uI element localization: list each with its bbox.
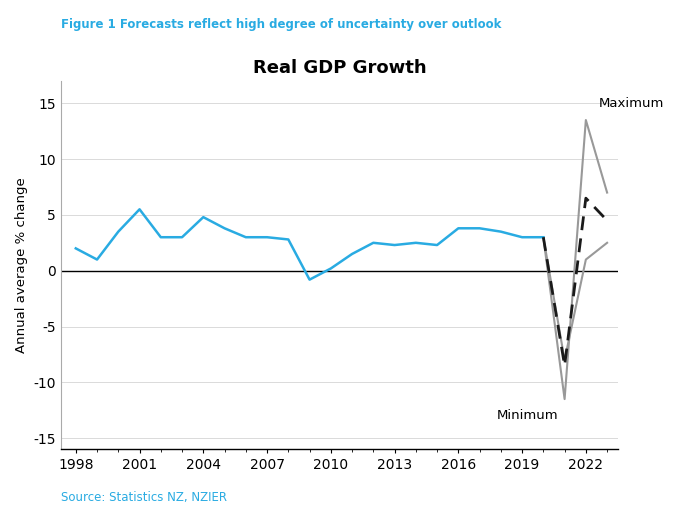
Text: Maximum: Maximum [598, 97, 664, 110]
Y-axis label: Annual average % change: Annual average % change [15, 177, 28, 353]
Text: Minimum: Minimum [496, 409, 558, 422]
Title: Real GDP Growth: Real GDP Growth [252, 58, 426, 76]
Text: Source: Statistics NZ, NZIER: Source: Statistics NZ, NZIER [61, 491, 227, 504]
Text: Figure 1 Forecasts reflect high degree of uncertainty over outlook: Figure 1 Forecasts reflect high degree o… [61, 18, 502, 31]
